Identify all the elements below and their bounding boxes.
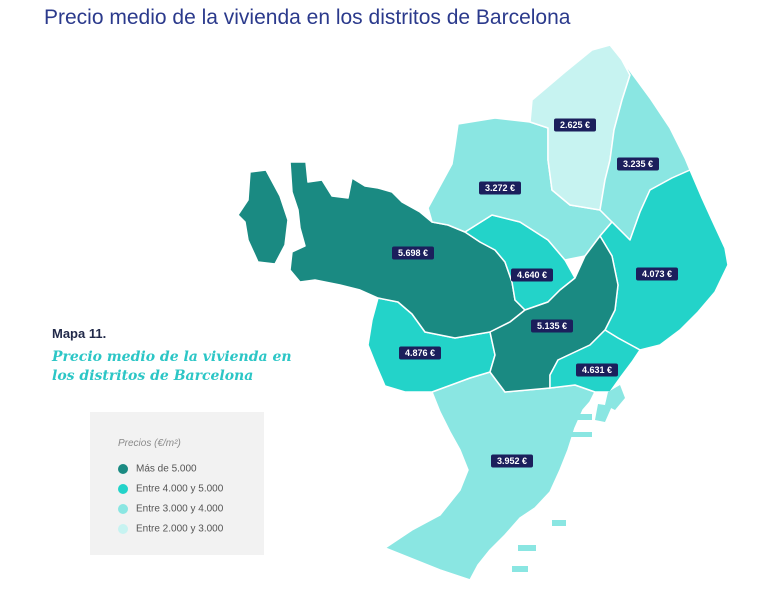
price-label-box: [617, 157, 659, 171]
price-label-box: [392, 246, 434, 260]
map-subtitle: Precio medio de la vivienda en los distr…: [52, 349, 292, 384]
page-title: Precio medio de la vivienda en los distr…: [44, 6, 571, 29]
district-ciutat-vella[interactable]: [549, 329, 641, 393]
price-label-box: [531, 319, 573, 333]
price-label: 2.625 €: [554, 118, 596, 132]
legend-item-label: Más de 5.000: [136, 463, 197, 475]
price-label-box: [479, 181, 521, 195]
legend-title: Precios (€/m²): [118, 438, 181, 449]
district-sarria-islet: [237, 169, 289, 265]
legend-item: Entre 2.000 y 3.000: [118, 520, 223, 534]
price-label-box: [491, 454, 533, 468]
legend-item-label: Entre 2.000 y 3.000: [136, 523, 224, 535]
legend-dot: [118, 483, 128, 494]
price-label-text: 2.625 €: [560, 120, 590, 130]
price-label: 4.631 €: [576, 363, 618, 377]
map-label: Mapa 11.: [52, 326, 107, 341]
legend-item-label: Entre 4.000 y 5.000: [136, 483, 224, 495]
price-label: 5.698 €: [392, 246, 434, 260]
legend-item-label: Entre 3.000 y 4.000: [136, 503, 224, 515]
price-label: 5.135 €: [531, 319, 573, 333]
price-label-text: 4.631 €: [582, 365, 612, 375]
legend-item: Entre 4.000 y 5.000: [118, 480, 223, 494]
price-label-text: 4.073 €: [642, 269, 672, 279]
price-label: 3.272 €: [479, 181, 521, 195]
legend-dot: [118, 523, 128, 534]
price-label: 4.640 €: [511, 268, 553, 282]
price-label: 4.876 €: [399, 346, 441, 360]
price-label: 3.952 €: [491, 454, 533, 468]
legend-dot: [118, 463, 128, 474]
price-label-box: [511, 268, 553, 282]
legend: Precios (€/m²) Más de 5.000 Entre 4.000 …: [90, 412, 264, 555]
price-label-box: [636, 267, 678, 281]
price-label-text: 3.235 €: [623, 159, 653, 169]
port-coastline: [512, 385, 625, 572]
legend-item: Entre 3.000 y 4.000: [118, 500, 223, 514]
price-label: 3.235 €: [617, 157, 659, 171]
price-label-box: [399, 346, 441, 360]
price-label: 4.073 €: [636, 267, 678, 281]
price-label-text: 3.952 €: [497, 456, 527, 466]
price-label-text: 3.272 €: [485, 183, 515, 193]
legend-item: Más de 5.000: [118, 460, 197, 474]
price-label-text: 4.876 €: [405, 348, 435, 358]
price-label-text: 5.135 €: [537, 321, 567, 331]
price-label-box: [576, 363, 618, 377]
price-label-text: 4.640 €: [517, 270, 547, 280]
price-label-box: [554, 118, 596, 132]
legend-dot: [118, 503, 128, 514]
price-label-text: 5.698 €: [398, 248, 428, 258]
